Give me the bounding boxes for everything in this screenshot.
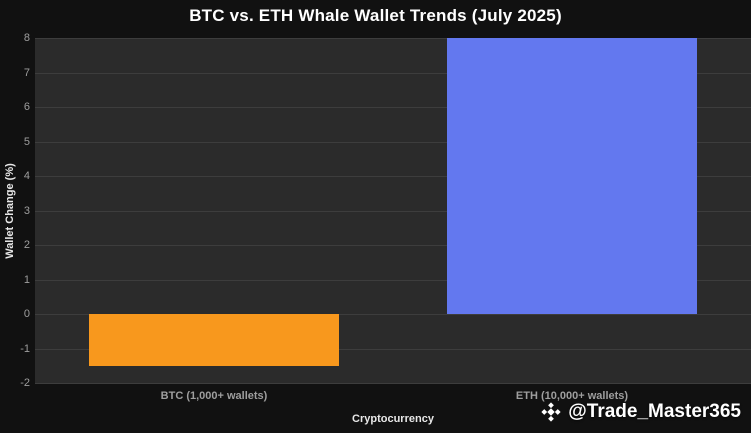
gridline [35, 383, 751, 384]
gridline [35, 210, 751, 212]
gridline [35, 348, 751, 350]
y-tick-label: 7 [23, 66, 30, 79]
y-tick-label: 4 [23, 170, 30, 182]
y-axis-title: Wallet Change (%) [4, 163, 16, 259]
gridline [35, 245, 751, 246]
plot-area [35, 38, 751, 384]
y-tick-label: -1 [20, 342, 30, 355]
watermark: @Trade_Master365 [540, 401, 741, 423]
x-axis-title: Cryptocurrency [352, 413, 434, 425]
bar-eth [446, 38, 698, 314]
gridline [35, 279, 751, 281]
y-tick-label: 5 [23, 135, 30, 148]
bar-btc [88, 314, 340, 366]
y-tick-label: 2 [23, 239, 30, 251]
binance-logo-icon [540, 401, 562, 423]
y-tick-label: 6 [23, 101, 30, 113]
gridline [35, 314, 751, 315]
gridline [35, 72, 751, 74]
gridline [35, 141, 751, 143]
watermark-handle: @Trade_Master365 [568, 401, 741, 422]
chart-title: BTC vs. ETH Whale Wallet Trends (July 20… [189, 6, 562, 25]
x-tick-label: BTC (1,000+ wallets) [160, 390, 268, 402]
y-tick-label: 8 [23, 32, 30, 44]
gridline [35, 107, 751, 108]
x-tick-label: ETH (10,000+ wallets) [515, 390, 629, 402]
y-tick-label: 0 [23, 308, 30, 320]
y-tick-label: 3 [23, 204, 30, 217]
gridline [35, 176, 751, 177]
gridline [35, 38, 751, 39]
y-tick-label: -2 [20, 377, 30, 389]
y-tick-label: 1 [23, 273, 30, 286]
